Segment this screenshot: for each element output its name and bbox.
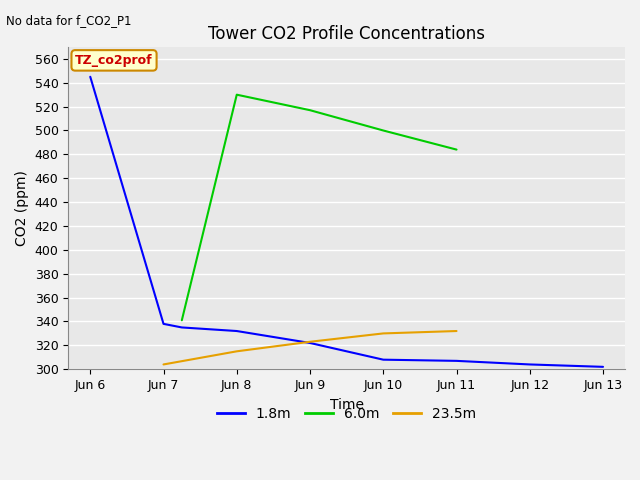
- Text: No data for f_CO2_P1: No data for f_CO2_P1: [6, 14, 132, 27]
- Title: Tower CO2 Profile Concentrations: Tower CO2 Profile Concentrations: [208, 24, 485, 43]
- Y-axis label: CO2 (ppm): CO2 (ppm): [15, 170, 29, 246]
- Text: TZ_co2prof: TZ_co2prof: [76, 54, 153, 67]
- X-axis label: Time: Time: [330, 397, 364, 411]
- Legend: 1.8m, 6.0m, 23.5m: 1.8m, 6.0m, 23.5m: [211, 402, 482, 427]
